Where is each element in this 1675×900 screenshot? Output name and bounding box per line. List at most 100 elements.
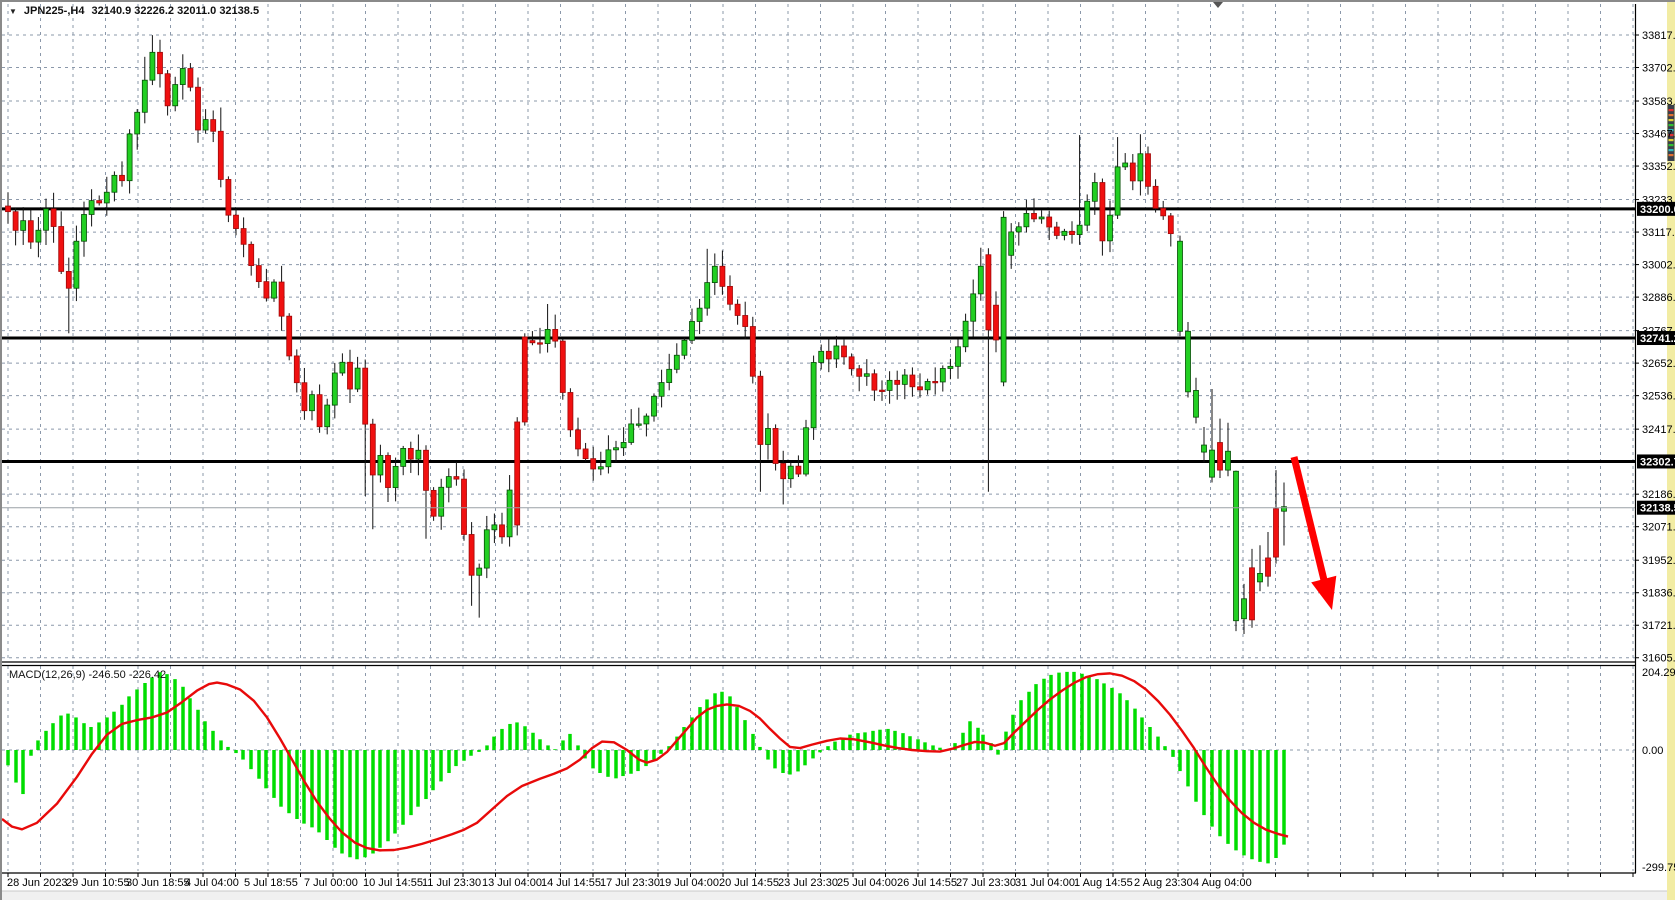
candle — [734, 303, 741, 316]
candle — [1076, 224, 1083, 235]
candle — [263, 281, 270, 299]
candle — [901, 374, 908, 385]
price-axis-label: 32652.0 — [1642, 358, 1675, 370]
candle — [1053, 226, 1060, 236]
mini-scrollbar-stripe — [1668, 154, 1674, 157]
candle — [309, 394, 315, 412]
candle — [195, 86, 201, 131]
candle — [339, 361, 346, 374]
candle — [392, 465, 399, 488]
mini-scrollbar-stripe — [1668, 139, 1674, 142]
price-axis-label: 32417.5 — [1642, 424, 1675, 436]
price-axis-label: 31836.5 — [1642, 588, 1675, 600]
price-axis-label: 32536.5 — [1642, 391, 1675, 403]
candle — [985, 254, 992, 331]
symbol-dropdown-icon[interactable]: ▼ — [9, 6, 17, 16]
candle — [483, 529, 490, 569]
candle — [430, 489, 437, 517]
time-axis-label: 29 Jun 10:55 — [66, 877, 130, 889]
time-axis-label: 23 Jul 23:30 — [778, 877, 838, 889]
time-axis-label: 19 Jul 04:00 — [659, 877, 719, 889]
candle — [1177, 240, 1183, 332]
price-axis-label: 33583.0 — [1642, 96, 1675, 108]
sr-price-label: 32302.7 — [1640, 456, 1675, 468]
candle — [559, 340, 566, 393]
candle — [1167, 215, 1174, 235]
time-axis-label: 5 Jul 18:55 — [244, 877, 298, 889]
time-axis-label: 17 Jul 23:30 — [600, 877, 660, 889]
candle — [301, 382, 308, 412]
candle — [1031, 213, 1037, 220]
candle — [1185, 330, 1191, 393]
macd-indicator-label: MACD(12,26,9) -246.50 -226.42 — [9, 669, 167, 681]
price-axis-label: 32886.5 — [1642, 292, 1675, 304]
candle — [871, 373, 878, 391]
chart-ohlc-values: 32140.9 32226.2 32011.0 32138.5 — [91, 5, 260, 17]
time-axis-label: 7 Jul 00:00 — [304, 877, 358, 889]
candle — [1225, 450, 1231, 471]
mini-scrollbar-thumb[interactable] — [1667, 105, 1675, 161]
candle — [795, 465, 802, 475]
candle — [354, 367, 361, 390]
candle — [12, 211, 19, 231]
candle — [673, 354, 680, 370]
candle — [932, 381, 939, 384]
price-axis-label: 31952.0 — [1642, 555, 1675, 567]
candle — [597, 466, 604, 470]
candle — [818, 350, 825, 363]
candle — [1023, 213, 1030, 228]
candle — [255, 265, 262, 283]
candle — [134, 111, 141, 135]
candle — [917, 386, 923, 391]
candle — [765, 428, 771, 445]
candle — [331, 372, 338, 406]
candle — [575, 429, 581, 450]
candle — [157, 51, 163, 75]
current-price-label-bg — [1637, 500, 1675, 515]
candle — [1015, 226, 1022, 233]
candle — [88, 200, 95, 215]
candle — [909, 374, 916, 388]
candle — [126, 133, 133, 182]
price-axis-label: 31721.0 — [1642, 620, 1675, 632]
candle — [476, 567, 483, 576]
candle — [1257, 573, 1263, 583]
candle — [347, 361, 353, 390]
time-axis-label: 11 Jul 23:30 — [422, 877, 481, 889]
candle — [1249, 567, 1255, 621]
candle — [1107, 214, 1113, 242]
price-axis-label: 33702.0 — [1642, 63, 1675, 75]
arrow-drawing-object[interactable] — [1290, 456, 1328, 581]
candle — [1265, 557, 1271, 577]
candle — [514, 421, 521, 526]
candle — [977, 265, 984, 295]
arrow-head — [1311, 575, 1337, 610]
price-axis-label: 32071.0 — [1642, 522, 1675, 534]
candle — [742, 315, 749, 327]
candle — [271, 281, 277, 299]
candle — [461, 478, 467, 535]
candle — [1241, 598, 1247, 620]
candle — [73, 240, 80, 289]
candle — [613, 447, 619, 451]
candle — [529, 340, 536, 344]
candle — [749, 326, 756, 377]
time-axis-label: 30 Jun 18:55 — [126, 877, 190, 889]
sr-price-label: 32741.2 — [1640, 333, 1675, 345]
candle — [1137, 153, 1144, 182]
candle — [491, 524, 498, 531]
candle — [141, 79, 148, 113]
candle — [423, 449, 429, 491]
candle — [1201, 444, 1207, 453]
time-axis-label: 27 Jul 23:30 — [956, 877, 1016, 889]
candle — [947, 365, 954, 369]
sr-price-label: 33200.0 — [1640, 204, 1675, 216]
candle — [1145, 153, 1151, 187]
candle — [780, 463, 787, 480]
candle — [643, 415, 650, 425]
candle — [111, 174, 118, 193]
candle — [886, 379, 893, 391]
status-strip — [2, 891, 1675, 900]
candle — [1209, 449, 1215, 478]
